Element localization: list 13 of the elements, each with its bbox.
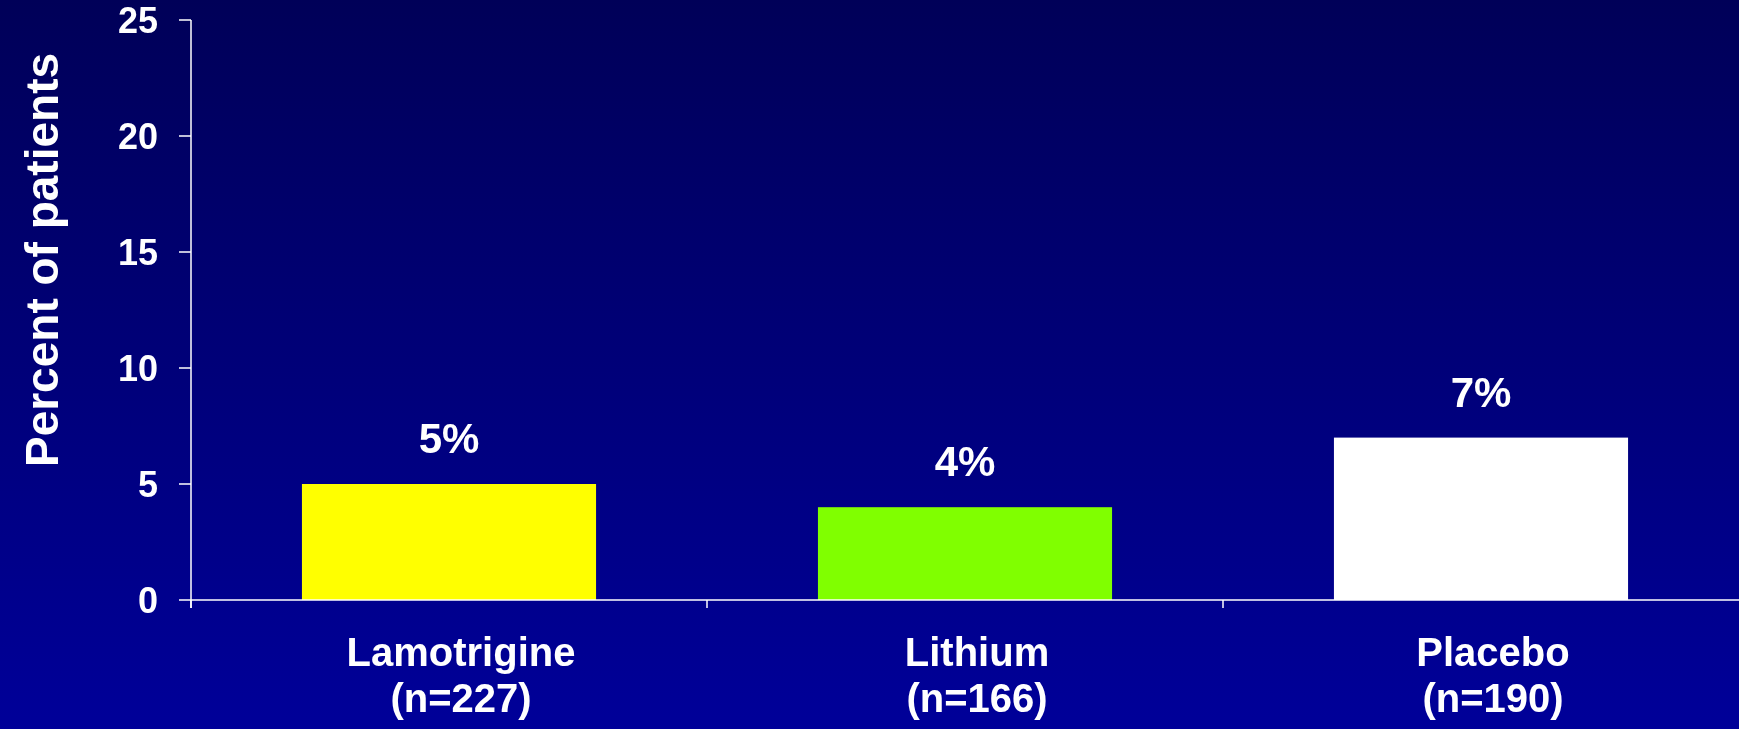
y-axis-title: Percent of patients (16, 52, 69, 468)
y-tick-label: 5 (137, 463, 158, 505)
y-tick-label: 20 (117, 115, 158, 157)
data-label: 5% (418, 415, 480, 462)
x-tick-label: Lithium (n=166) (904, 630, 1050, 720)
x-tick-label: Placebo (n=190) (1416, 630, 1570, 720)
data-label: 4% (934, 438, 996, 486)
data-label: 7% (1450, 368, 1512, 416)
y-tick-label: 10 (117, 347, 158, 389)
x-tick-label: Lamotrigine (n=227) (346, 630, 576, 720)
y-tick-label: 15 (117, 231, 158, 273)
y-tick-label: 0 (137, 579, 158, 621)
y-tick-label: 25 (117, 0, 158, 41)
